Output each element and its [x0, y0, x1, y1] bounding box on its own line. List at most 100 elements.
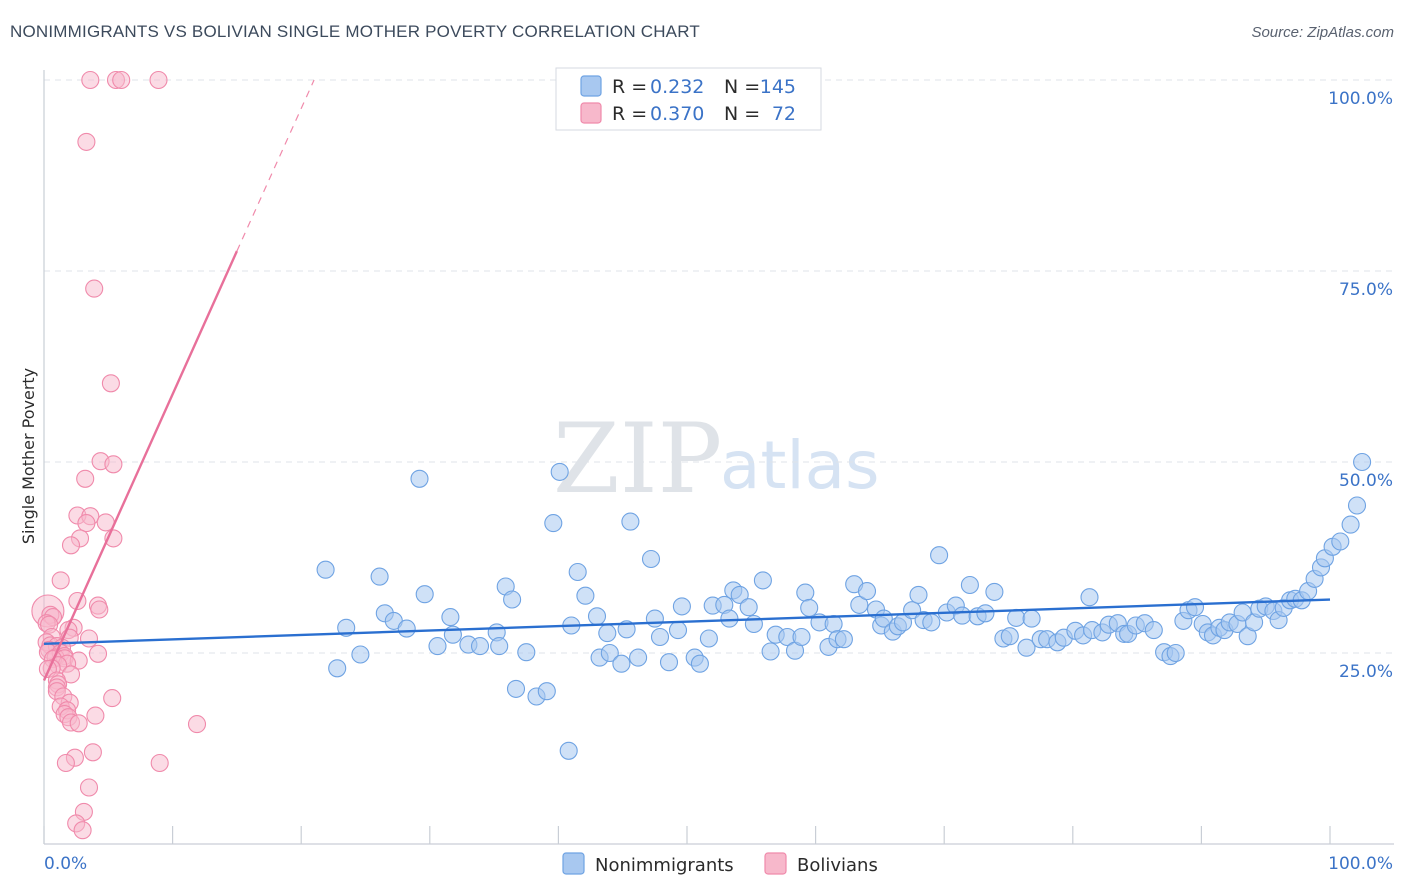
stats-legend: R = 0.232 N = 145 R = 0.370 N = 72 [555, 67, 822, 131]
nonimmigrants-point [568, 562, 587, 582]
bolivians-points [31, 70, 207, 840]
nonimmigrants-point [1353, 452, 1372, 472]
nonimmigrants-point [1185, 598, 1205, 617]
bolivians-point [187, 715, 207, 734]
nonimmigrants-point [953, 606, 972, 625]
bolivians-point [85, 279, 104, 298]
bolivians-point [79, 629, 99, 648]
nonimmigrants-point [550, 462, 569, 481]
nonimmigrants-point [645, 609, 664, 628]
bolivians-trend-line [42, 250, 238, 681]
bolivians-point [69, 714, 88, 733]
nonimmigrants-point [415, 585, 434, 604]
nonimmigrants-point [761, 642, 780, 661]
bolivians-point [79, 778, 99, 797]
nonimmigrants-point [753, 571, 772, 590]
nonimmigrants-point [316, 560, 335, 579]
nonimmigrants-point [834, 630, 853, 649]
bolivians-point [103, 689, 122, 708]
bolivians-point [73, 821, 92, 840]
nonimmigrants-point [976, 604, 995, 623]
nonimmigrants-points [316, 452, 1372, 760]
nonimmigrants-point [850, 595, 869, 614]
nonimmigrants-point [699, 629, 718, 648]
nonimmigrants-point [1341, 515, 1360, 534]
nonimmigrants-point [600, 643, 619, 663]
bolivians-point [101, 374, 120, 393]
watermark-atlas: atlas [720, 427, 880, 504]
nonimmigrants-point [410, 469, 429, 488]
nonimmigrants-point [612, 654, 631, 673]
nonimmigrants-point [537, 682, 556, 701]
nonimmigrants-point [428, 637, 447, 656]
nonimmigrants-point [922, 613, 941, 632]
nonimmigrants-point [370, 567, 389, 586]
nonimmigrants-point [1347, 496, 1367, 515]
watermark-zip: ZIP [553, 403, 722, 515]
nonimmigrants-point [672, 597, 691, 616]
nonimmigrants-point [792, 627, 811, 647]
x-tick-label-max: 100.0% [1328, 854, 1393, 874]
y-tick-labels: 25.0% 50.0% 75.0% 100.0% [1328, 89, 1393, 682]
nonimmigrants-point [668, 621, 688, 640]
nonimmigrants-point [351, 645, 370, 664]
nonimmigrants-point [659, 653, 679, 672]
nonimmigrants-point [1166, 643, 1185, 663]
bolivians-point [150, 753, 169, 773]
legend-r-value-nonimmigrants: 0.232 [650, 76, 704, 98]
trend-lines [42, 79, 1331, 681]
legend-n-label-nonimmigrants: N = [724, 76, 760, 98]
nonimmigrants-point [598, 624, 617, 643]
nonimmigrants-point [544, 514, 563, 533]
bolivians-point [104, 455, 123, 474]
nonimmigrants-point [960, 575, 979, 595]
nonimmigrants-point [441, 608, 460, 627]
bolivians-point [61, 536, 81, 555]
nonimmigrants-point [328, 659, 347, 678]
nonimmigrants-point [506, 679, 526, 698]
series-legend: Nonimmigrants Bolivians [562, 852, 878, 876]
bolivians-point [83, 743, 102, 762]
nonimmigrants-point [629, 648, 648, 667]
bolivians-point [81, 70, 100, 90]
legend-n-label-bolivians: N = [724, 103, 760, 125]
nonimmigrants-point [739, 598, 758, 617]
nonimmigrants-point [1007, 608, 1026, 627]
nonimmigrants-point [1000, 627, 1019, 646]
y-tick-label: 100.0% [1328, 89, 1393, 109]
bolivians-point [149, 70, 168, 90]
nonimmigrants-point [337, 618, 356, 637]
nonimmigrants-point [517, 643, 536, 662]
nonimmigrants-swatch [580, 75, 602, 97]
nonimmigrants-point [824, 614, 843, 634]
y-axis-label: Single Mother Poverty [19, 368, 38, 544]
watermark: ZIP atlas [553, 403, 880, 515]
nonimmigrants-point [559, 741, 578, 760]
bolivians-point [51, 571, 70, 590]
bolivians-point [77, 132, 96, 151]
chart-title: NONIMMIGRANTS VS BOLIVIAN SINGLE MOTHER … [10, 22, 700, 41]
x-tick-label-min: 0.0% [44, 854, 87, 874]
bolivians-point [86, 706, 105, 725]
nonimmigrants-point [1080, 588, 1099, 607]
bolivians-point [76, 469, 95, 488]
bolivians-point [90, 600, 109, 619]
nonimmigrants-point [796, 583, 815, 602]
gridlines [44, 79, 1394, 654]
x-ticks [43, 826, 1331, 844]
nonimmigrants-point [621, 512, 640, 531]
nonimmigrants-point [909, 585, 928, 604]
nonimmigrants-point [800, 598, 819, 617]
nonimmigrants-point [470, 637, 490, 656]
nonimmigrants-point [650, 627, 670, 647]
nonimmigrants-point [690, 654, 709, 673]
nonimmigrants-point [576, 586, 595, 605]
y-tick-label: 50.0% [1339, 471, 1393, 491]
legend-r-value-bolivians: 0.370 [650, 103, 704, 125]
y-tick-label: 75.0% [1339, 280, 1393, 300]
nonimmigrants-point [930, 546, 949, 565]
nonimmigrants-point [857, 582, 877, 601]
bolivians-point [56, 753, 75, 773]
nonimmigrants-point [490, 637, 509, 656]
